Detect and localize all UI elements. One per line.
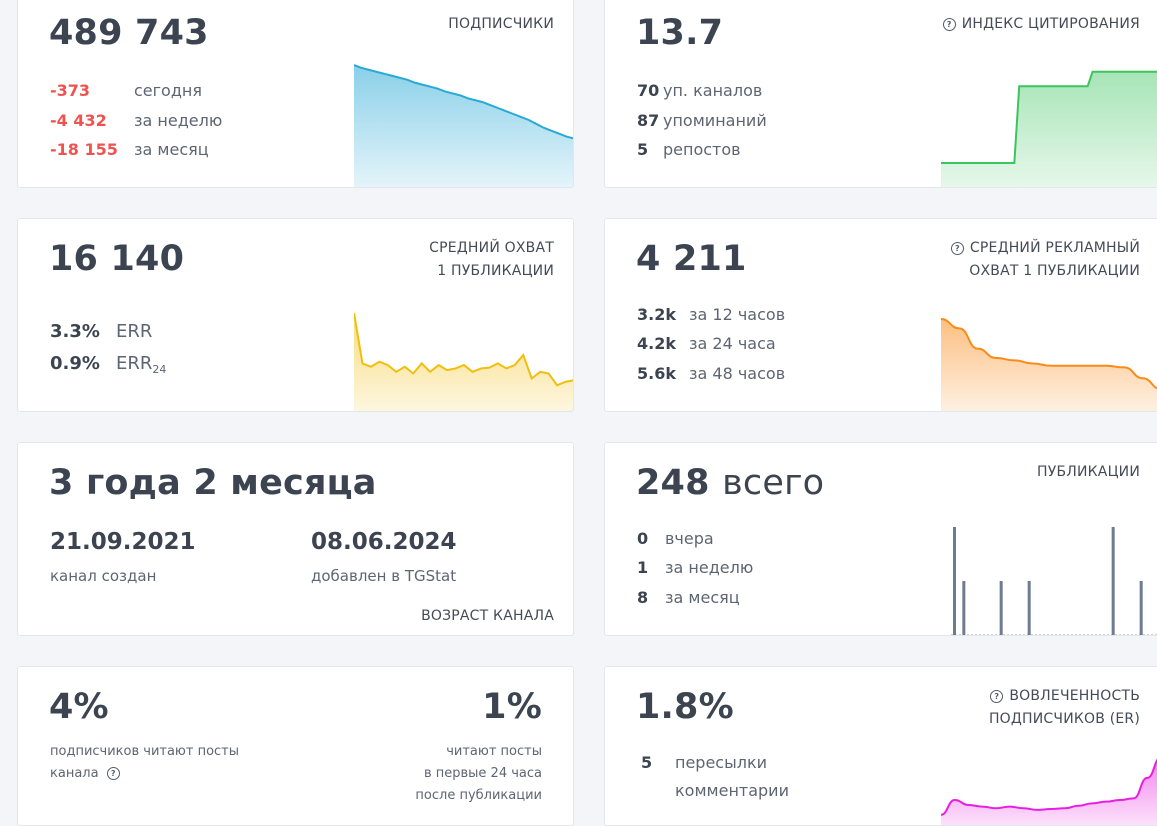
citation-chart bbox=[941, 70, 1157, 187]
stat-yesterday: 0 вчера bbox=[637, 529, 714, 548]
ad-reach-card[interactable]: 4 211 ? СРЕДНИЙ РЕКЛАМНЫЙ ОХВАТ 1 ПУБЛИКАЦ… bbox=[604, 218, 1157, 412]
stat-month: -18 155 за месяц bbox=[50, 140, 209, 159]
stat-reposts: 5 репостов bbox=[637, 140, 741, 159]
stat-comments: комментарии bbox=[675, 781, 789, 800]
help-circle-icon[interactable]: ? bbox=[950, 242, 964, 255]
readers-card[interactable]: 4% подписчиков читают посты канала ? 1% ч… bbox=[17, 666, 574, 826]
help-circle-icon[interactable]: ? bbox=[990, 690, 1004, 703]
stat-forwards: 5 пересылки bbox=[641, 753, 768, 772]
readers-left-value: 4% bbox=[49, 687, 109, 727]
readers-right-text: читают посты в первые 24 часа после публик… bbox=[415, 744, 542, 803]
stat-24h: 4.2k за 24 часа bbox=[637, 334, 776, 353]
chart-bar bbox=[1111, 527, 1115, 635]
stat-err: 3.3% ERR bbox=[50, 321, 153, 342]
posts-chart bbox=[951, 527, 1157, 635]
chart-line bbox=[941, 70, 1157, 164]
channel-age-value: 3 года 2 месяца bbox=[49, 463, 377, 503]
stat-err24: 0.9% ERR24 bbox=[50, 353, 167, 376]
stat-today: -373 сегодня bbox=[50, 81, 202, 100]
reach-chart bbox=[354, 312, 573, 411]
channel-age-card[interactable]: 3 года 2 месяца 21.09.2021 канал создан … bbox=[17, 442, 574, 636]
created-date: 21.09.2021 bbox=[50, 529, 196, 555]
stat-week: -4 432 за неделю bbox=[50, 111, 223, 130]
created-text: канал создан bbox=[50, 567, 157, 585]
citation-card[interactable]: 13.7 ? ИНДЕКС ЦИТИРОВАНИЯ 70 уп. каналов 8… bbox=[604, 0, 1157, 188]
reach-card[interactable]: 16 140 СРЕДНИЙ ОХВАТ 1 ПУБЛИКАЦИИ 3.3% ERR… bbox=[17, 218, 574, 412]
chart-area bbox=[941, 319, 1157, 411]
stat-posts-month: 8 за месяц bbox=[637, 588, 740, 607]
reach-value: 16 140 bbox=[49, 239, 185, 279]
help-circle-icon[interactable]: ? bbox=[106, 767, 120, 780]
added-date: 08.06.2024 bbox=[311, 529, 457, 555]
stat-mentions: 87 упоминаний bbox=[637, 111, 767, 130]
subscribers-chart bbox=[354, 64, 573, 187]
chart-bar bbox=[999, 581, 1003, 635]
stat-12h: 3.2k за 12 часов bbox=[637, 305, 786, 324]
subscribers-label: ПОДПИСЧИКИ bbox=[448, 16, 554, 32]
chart-bar bbox=[1139, 581, 1143, 635]
chart-area bbox=[354, 65, 573, 187]
engagement-value: 1.8% bbox=[636, 687, 734, 727]
ad-reach-value: 4 211 bbox=[636, 239, 747, 279]
posts-label: ПУБЛИКАЦИИ bbox=[1037, 464, 1140, 480]
readers-right-value: 1% bbox=[482, 687, 542, 727]
posts-card[interactable]: 248 всего ПУБЛИКАЦИИ 0 вчера 1 за неделю 8… bbox=[604, 442, 1157, 636]
stat-channels: 70 уп. каналов bbox=[637, 81, 763, 100]
ad-reach-chart bbox=[941, 318, 1157, 411]
citation-label: ? ИНДЕКС ЦИТИРОВАНИЯ bbox=[942, 13, 1140, 36]
stat-48h: 5.6k за 48 часов bbox=[637, 364, 786, 383]
chart-bar bbox=[1027, 581, 1031, 635]
chart-bar bbox=[953, 527, 956, 635]
engagement-chart bbox=[941, 758, 1157, 825]
chart-area bbox=[941, 71, 1157, 187]
ad-reach-label: ? СРЕДНИЙ РЕКЛАМНЫЙ ОХВАТ 1 ПУБЛИКАЦИИ bbox=[950, 237, 1140, 283]
chart-bar bbox=[962, 581, 966, 635]
added-text: добавлен в TGStat bbox=[311, 567, 457, 585]
subscribers-count: 489 743 bbox=[49, 13, 209, 53]
channel-age-label: ВОЗРАСТ КАНАЛА bbox=[421, 608, 554, 624]
chart-line bbox=[354, 64, 573, 140]
chart-line bbox=[354, 312, 573, 387]
readers-left-text: подписчиков читают посты канала ? bbox=[50, 744, 240, 781]
subscribers-card[interactable]: 489 743 ПОДПИСЧИКИ -373 сегодня -4 432 за … bbox=[17, 0, 574, 188]
chart-line bbox=[941, 318, 1157, 390]
stat-posts-week: 1 за неделю bbox=[637, 558, 754, 577]
engagement-label: ? ВОВЛЕЧЕННОСТЬ ПОДПИСЧИКОВ (ER) bbox=[988, 688, 1140, 727]
help-circle-icon[interactable]: ? bbox=[942, 18, 956, 31]
reach-label: СРЕДНИЙ ОХВАТ 1 ПУБЛИКАЦИИ bbox=[429, 240, 554, 279]
engagement-card[interactable]: 1.8% ? ВОВЛЕЧЕННОСТЬ ПОДПИСЧИКОВ (ER) 5 пер… bbox=[604, 666, 1157, 826]
chart-area bbox=[354, 313, 573, 411]
posts-total: 248 всего bbox=[636, 463, 825, 503]
citation-index-value: 13.7 bbox=[636, 13, 724, 53]
